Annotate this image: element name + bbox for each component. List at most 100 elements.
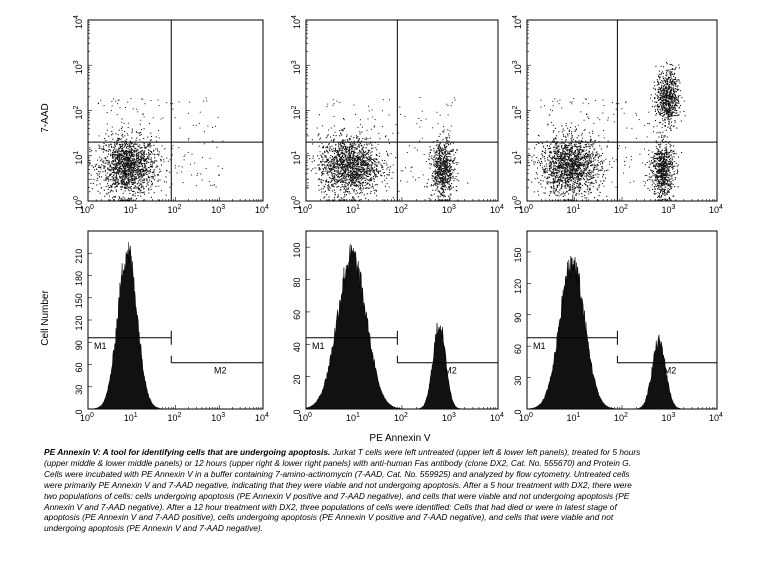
event-dot xyxy=(326,146,328,148)
event-dot xyxy=(212,140,214,142)
event-dot xyxy=(412,176,414,178)
event-dot xyxy=(377,162,379,164)
event-dot xyxy=(340,146,342,148)
event-dot xyxy=(120,173,122,175)
event-dot xyxy=(361,165,363,167)
event-dot xyxy=(444,148,446,150)
event-dot xyxy=(365,182,367,184)
event-dot xyxy=(349,178,351,180)
event-dot xyxy=(436,186,438,188)
event-dot xyxy=(352,164,354,166)
event-dot xyxy=(356,162,358,164)
event-dot xyxy=(363,144,365,146)
event-dot xyxy=(442,149,444,151)
event-dot xyxy=(435,172,437,174)
event-dot xyxy=(446,158,448,160)
event-dot xyxy=(399,106,401,108)
event-dot xyxy=(140,195,142,197)
event-dot xyxy=(353,154,355,156)
event-dot xyxy=(330,168,332,170)
event-dot xyxy=(600,180,602,182)
event-dot xyxy=(371,109,373,111)
event-dot xyxy=(142,154,144,156)
event-dot xyxy=(333,139,335,141)
event-dot xyxy=(436,172,438,174)
event-dot xyxy=(592,151,594,153)
event-dot xyxy=(159,179,161,181)
event-dot xyxy=(122,172,124,174)
event-dot xyxy=(358,168,360,170)
event-dot xyxy=(332,184,334,186)
event-dot xyxy=(125,147,127,149)
event-dot xyxy=(117,179,119,181)
event-dot xyxy=(102,161,104,163)
event-dot xyxy=(441,174,443,176)
event-dot xyxy=(441,155,443,157)
event-dot xyxy=(215,186,217,188)
event-dot xyxy=(331,180,333,182)
event-dot xyxy=(563,162,565,164)
event-dot xyxy=(347,191,349,193)
event-dot xyxy=(579,155,581,157)
event-dot xyxy=(310,170,312,172)
event-dot xyxy=(349,170,351,172)
event-dot xyxy=(439,166,441,168)
event-dot xyxy=(448,135,450,137)
event-dot xyxy=(448,169,450,171)
event-dot xyxy=(153,169,155,171)
event-dot xyxy=(125,174,127,176)
event-dot xyxy=(329,168,331,170)
event-dot xyxy=(141,185,143,187)
event-dot xyxy=(104,166,106,168)
event-dot xyxy=(349,142,351,144)
event-dot xyxy=(122,184,124,186)
event-dot xyxy=(574,158,576,160)
event-dot xyxy=(346,147,348,149)
event-dot xyxy=(349,168,351,170)
event-dot xyxy=(607,140,609,142)
event-dot xyxy=(554,151,556,153)
event-dot xyxy=(441,152,443,154)
event-dot xyxy=(109,163,111,165)
event-dot xyxy=(327,147,329,149)
event-dot xyxy=(370,174,372,176)
event-dot xyxy=(411,166,413,168)
event-dot xyxy=(122,170,124,172)
event-dot xyxy=(565,162,567,164)
event-dot xyxy=(340,175,342,177)
event-dot xyxy=(345,179,347,181)
event-dot xyxy=(597,173,599,175)
event-dot xyxy=(122,158,124,160)
event-dot xyxy=(443,185,445,187)
event-dot xyxy=(452,161,454,163)
event-dot xyxy=(124,160,126,162)
event-dot xyxy=(450,194,452,196)
event-dot xyxy=(115,143,117,145)
event-dot xyxy=(442,153,444,155)
event-dot xyxy=(108,169,110,171)
event-dot xyxy=(117,154,119,156)
event-dot xyxy=(447,177,449,179)
event-dot xyxy=(136,158,138,160)
event-dot xyxy=(347,175,349,177)
event-dot xyxy=(135,176,137,178)
event-dot xyxy=(537,177,539,179)
event-dot xyxy=(446,157,448,159)
event-dot xyxy=(591,153,593,155)
event-dot xyxy=(328,196,330,198)
event-dot xyxy=(330,166,332,168)
event-dot xyxy=(344,182,346,184)
event-dot xyxy=(382,172,384,174)
event-dot xyxy=(373,158,375,160)
event-dot xyxy=(558,166,560,168)
event-dot xyxy=(343,145,345,147)
event-dot xyxy=(128,179,130,181)
event-dot xyxy=(591,161,593,163)
event-dot xyxy=(148,144,150,146)
event-dot xyxy=(578,182,580,184)
event-dot xyxy=(136,131,138,133)
event-dot xyxy=(140,152,142,154)
dot-cloud xyxy=(528,62,686,201)
event-dot xyxy=(370,186,372,188)
event-dot xyxy=(147,145,149,147)
